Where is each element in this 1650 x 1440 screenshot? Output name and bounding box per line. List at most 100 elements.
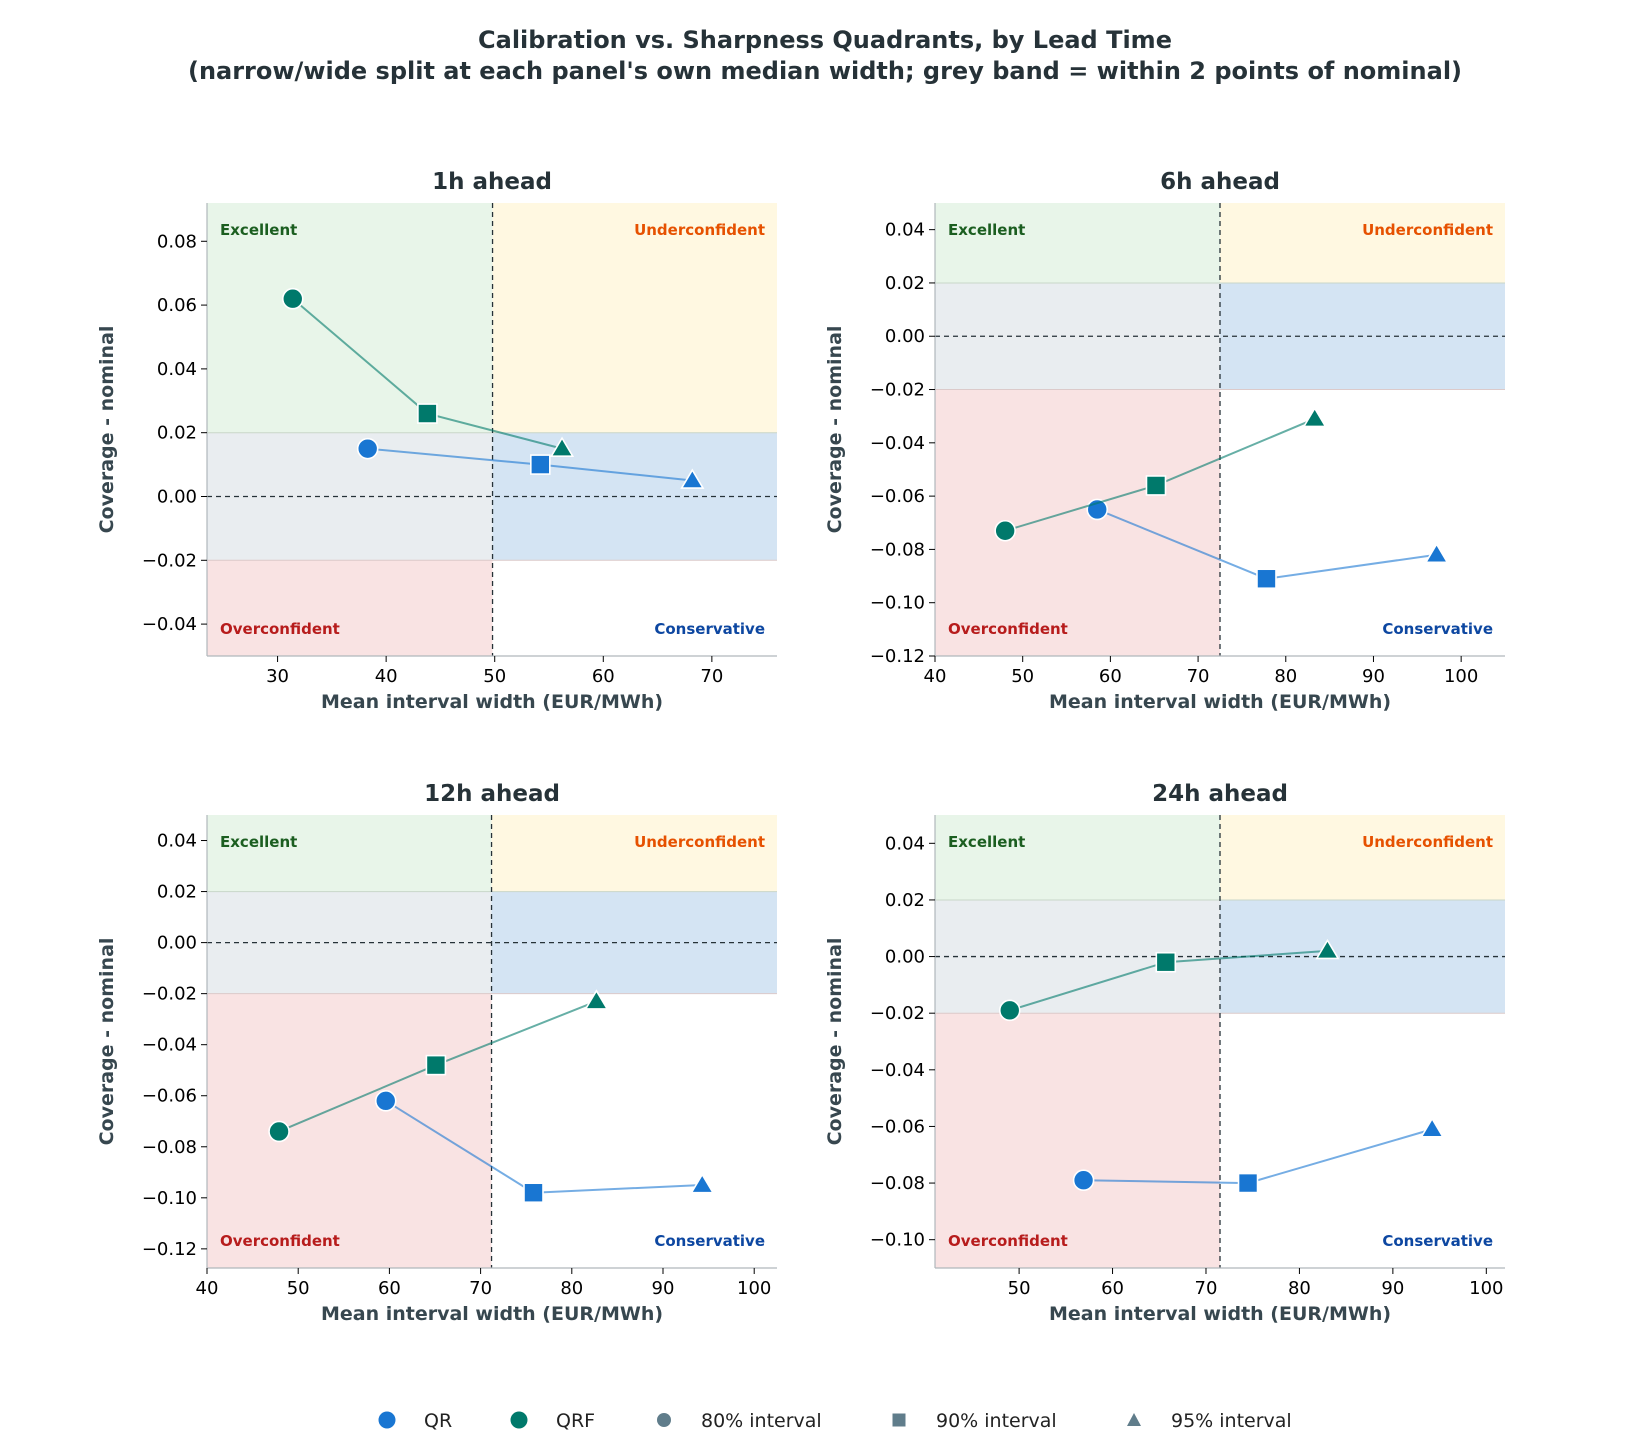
data-point-qrf	[417, 403, 438, 424]
data-point-qrf	[994, 519, 1016, 542]
quadrant-label-conservative: Conservative	[1382, 620, 1493, 638]
y-tick-label: −0.06	[870, 1116, 925, 1137]
quadrant-label-excellent: Excellent	[220, 221, 297, 239]
quadrant-underconfident-region	[492, 203, 777, 433]
tolerance-band-region	[935, 282, 1220, 390]
quadrant-label-conservative: Conservative	[1382, 1232, 1493, 1250]
quadrant-excellent-region	[935, 815, 1220, 900]
y-tick-label: −0.08	[142, 1137, 197, 1158]
figure-title: Calibration vs. Sharpness Quadrants, by …	[478, 26, 1172, 54]
y-tick-label: −0.10	[870, 593, 925, 614]
quadrant-label-conservative: Conservative	[654, 620, 765, 638]
y-tick-label: −0.06	[870, 486, 925, 507]
quadrant-label-overconfident: Overconfident	[948, 620, 1068, 638]
x-tick-label: 100	[1469, 1278, 1503, 1299]
quadrant-label-excellent: Excellent	[948, 221, 1025, 239]
x-axis-label: Mean interval width (EUR/MWh)	[321, 1303, 663, 1325]
panels-group: 30 40 50 60 70 −0.04 −0.02 0.00 0.02 0.04 0.06 0.08…	[96, 169, 1505, 1325]
y-tick-label: 0.02	[157, 882, 197, 903]
x-tick-label: 60	[592, 666, 615, 687]
y-tick-label: 0.00	[885, 947, 925, 968]
data-point-qr	[356, 437, 379, 460]
legend-label: QRF	[556, 1410, 595, 1432]
quadrant-underconfident-region	[491, 815, 777, 892]
x-tick-label: 80	[1288, 1278, 1311, 1299]
x-tick-label: 70	[469, 1278, 492, 1299]
data-point-qrf	[549, 436, 575, 458]
quadrant-excellent-region	[207, 203, 493, 433]
x-tick-label: 60	[1101, 1278, 1124, 1299]
legend-marker	[657, 1413, 671, 1427]
y-tick-label: 0.04	[157, 359, 197, 380]
y-tick-label: −0.02	[870, 1003, 925, 1024]
quadrant-label-underconfident: Underconfident	[1362, 833, 1493, 851]
y-tick-label: 0.02	[157, 423, 197, 444]
figure-subtitle: (narrow/wide split at each panel's own m…	[188, 57, 1462, 85]
y-tick-label: 0.02	[885, 273, 925, 294]
x-axis-label: Mean interval width (EUR/MWh)	[1049, 1303, 1391, 1325]
legend-marker	[378, 1411, 396, 1429]
y-axis-label: Coverage - nominal	[96, 938, 118, 1146]
data-point-qrf	[584, 989, 609, 1010]
data-point-qrf	[425, 1054, 447, 1076]
panel-title: 1h ahead	[432, 169, 552, 195]
x-tick-label: 80	[1274, 666, 1297, 687]
data-point-qr	[374, 1090, 397, 1112]
y-tick-label: 0.00	[157, 486, 197, 507]
tolerance-band-region	[207, 891, 492, 994]
y-tick-label: −0.10	[870, 1230, 925, 1251]
y-tick-label: 0.04	[157, 831, 197, 852]
x-tick-label: 90	[1362, 666, 1385, 687]
x-tick-label: 70	[1187, 666, 1210, 687]
y-tick-label: −0.06	[142, 1086, 197, 1107]
legend-label: 90% interval	[936, 1410, 1057, 1432]
quadrant-label-overconfident: Overconfident	[948, 1232, 1068, 1250]
panel-1: 40 50 60 70 80 90 100 −0.12 −0.10 −0.08 −0.06 −0.04…	[824, 169, 1505, 713]
quadrant-underconfident-region	[1220, 203, 1505, 283]
x-tick-label: 30	[266, 666, 289, 687]
data-point-qrf	[281, 287, 304, 310]
data-point-qrf	[998, 999, 1021, 1022]
y-tick-label: 0.04	[885, 220, 925, 241]
x-tick-label: 80	[560, 1278, 583, 1299]
data-point-qrf	[1145, 475, 1167, 496]
legend-label: 80% interval	[701, 1410, 822, 1432]
tolerance-band-region	[935, 899, 1220, 1014]
quadrant-label-overconfident: Overconfident	[220, 620, 340, 638]
x-tick-label: 60	[1099, 666, 1122, 687]
tolerance-band-region	[207, 432, 493, 561]
x-tick-label: 90	[1381, 1278, 1404, 1299]
x-tick-label: 70	[700, 666, 723, 687]
data-point-qr	[1420, 1117, 1445, 1138]
x-tick-label: 60	[378, 1278, 401, 1299]
data-point-qr	[1424, 542, 1449, 564]
x-tick-label: 100	[737, 1278, 771, 1299]
x-axis-label: Mean interval width (EUR/MWh)	[1049, 691, 1391, 713]
x-tick-label: 40	[375, 666, 398, 687]
data-point-qrf	[1315, 938, 1340, 960]
data-point-qrf	[1302, 406, 1327, 428]
y-tick-label: −0.10	[142, 1188, 197, 1209]
quadrant-overconfident-region	[935, 389, 1220, 656]
quadrant-label-overconfident: Overconfident	[220, 1232, 340, 1250]
panel-title: 24h ahead	[1152, 781, 1288, 807]
y-tick-label: −0.04	[142, 614, 197, 635]
x-tick-label: 50	[483, 666, 506, 687]
panel-title: 12h ahead	[424, 781, 560, 807]
data-point-qrf	[1155, 951, 1177, 973]
y-tick-label: −0.12	[142, 1239, 197, 1260]
y-tick-label: −0.08	[870, 539, 925, 560]
legend-label: 95% interval	[1171, 1410, 1292, 1432]
x-tick-label: 100	[1444, 666, 1478, 687]
x-tick-label: 50	[1008, 1278, 1031, 1299]
y-tick-label: 0.08	[157, 231, 197, 252]
quadrant-label-underconfident: Underconfident	[1362, 221, 1493, 239]
y-tick-label: −0.02	[142, 550, 197, 571]
y-tick-label: 0.00	[157, 933, 197, 954]
x-tick-label: 50	[287, 1278, 310, 1299]
y-axis-label: Coverage - nominal	[824, 326, 846, 534]
y-tick-label: −0.08	[870, 1173, 925, 1194]
panel-3: 50 60 70 80 90 100 −0.10 −0.08 −0.06 −0.04 −0.02 0.…	[824, 781, 1505, 1325]
panel-title: 6h ahead	[1160, 169, 1280, 195]
quadrant-label-underconfident: Underconfident	[634, 221, 765, 239]
